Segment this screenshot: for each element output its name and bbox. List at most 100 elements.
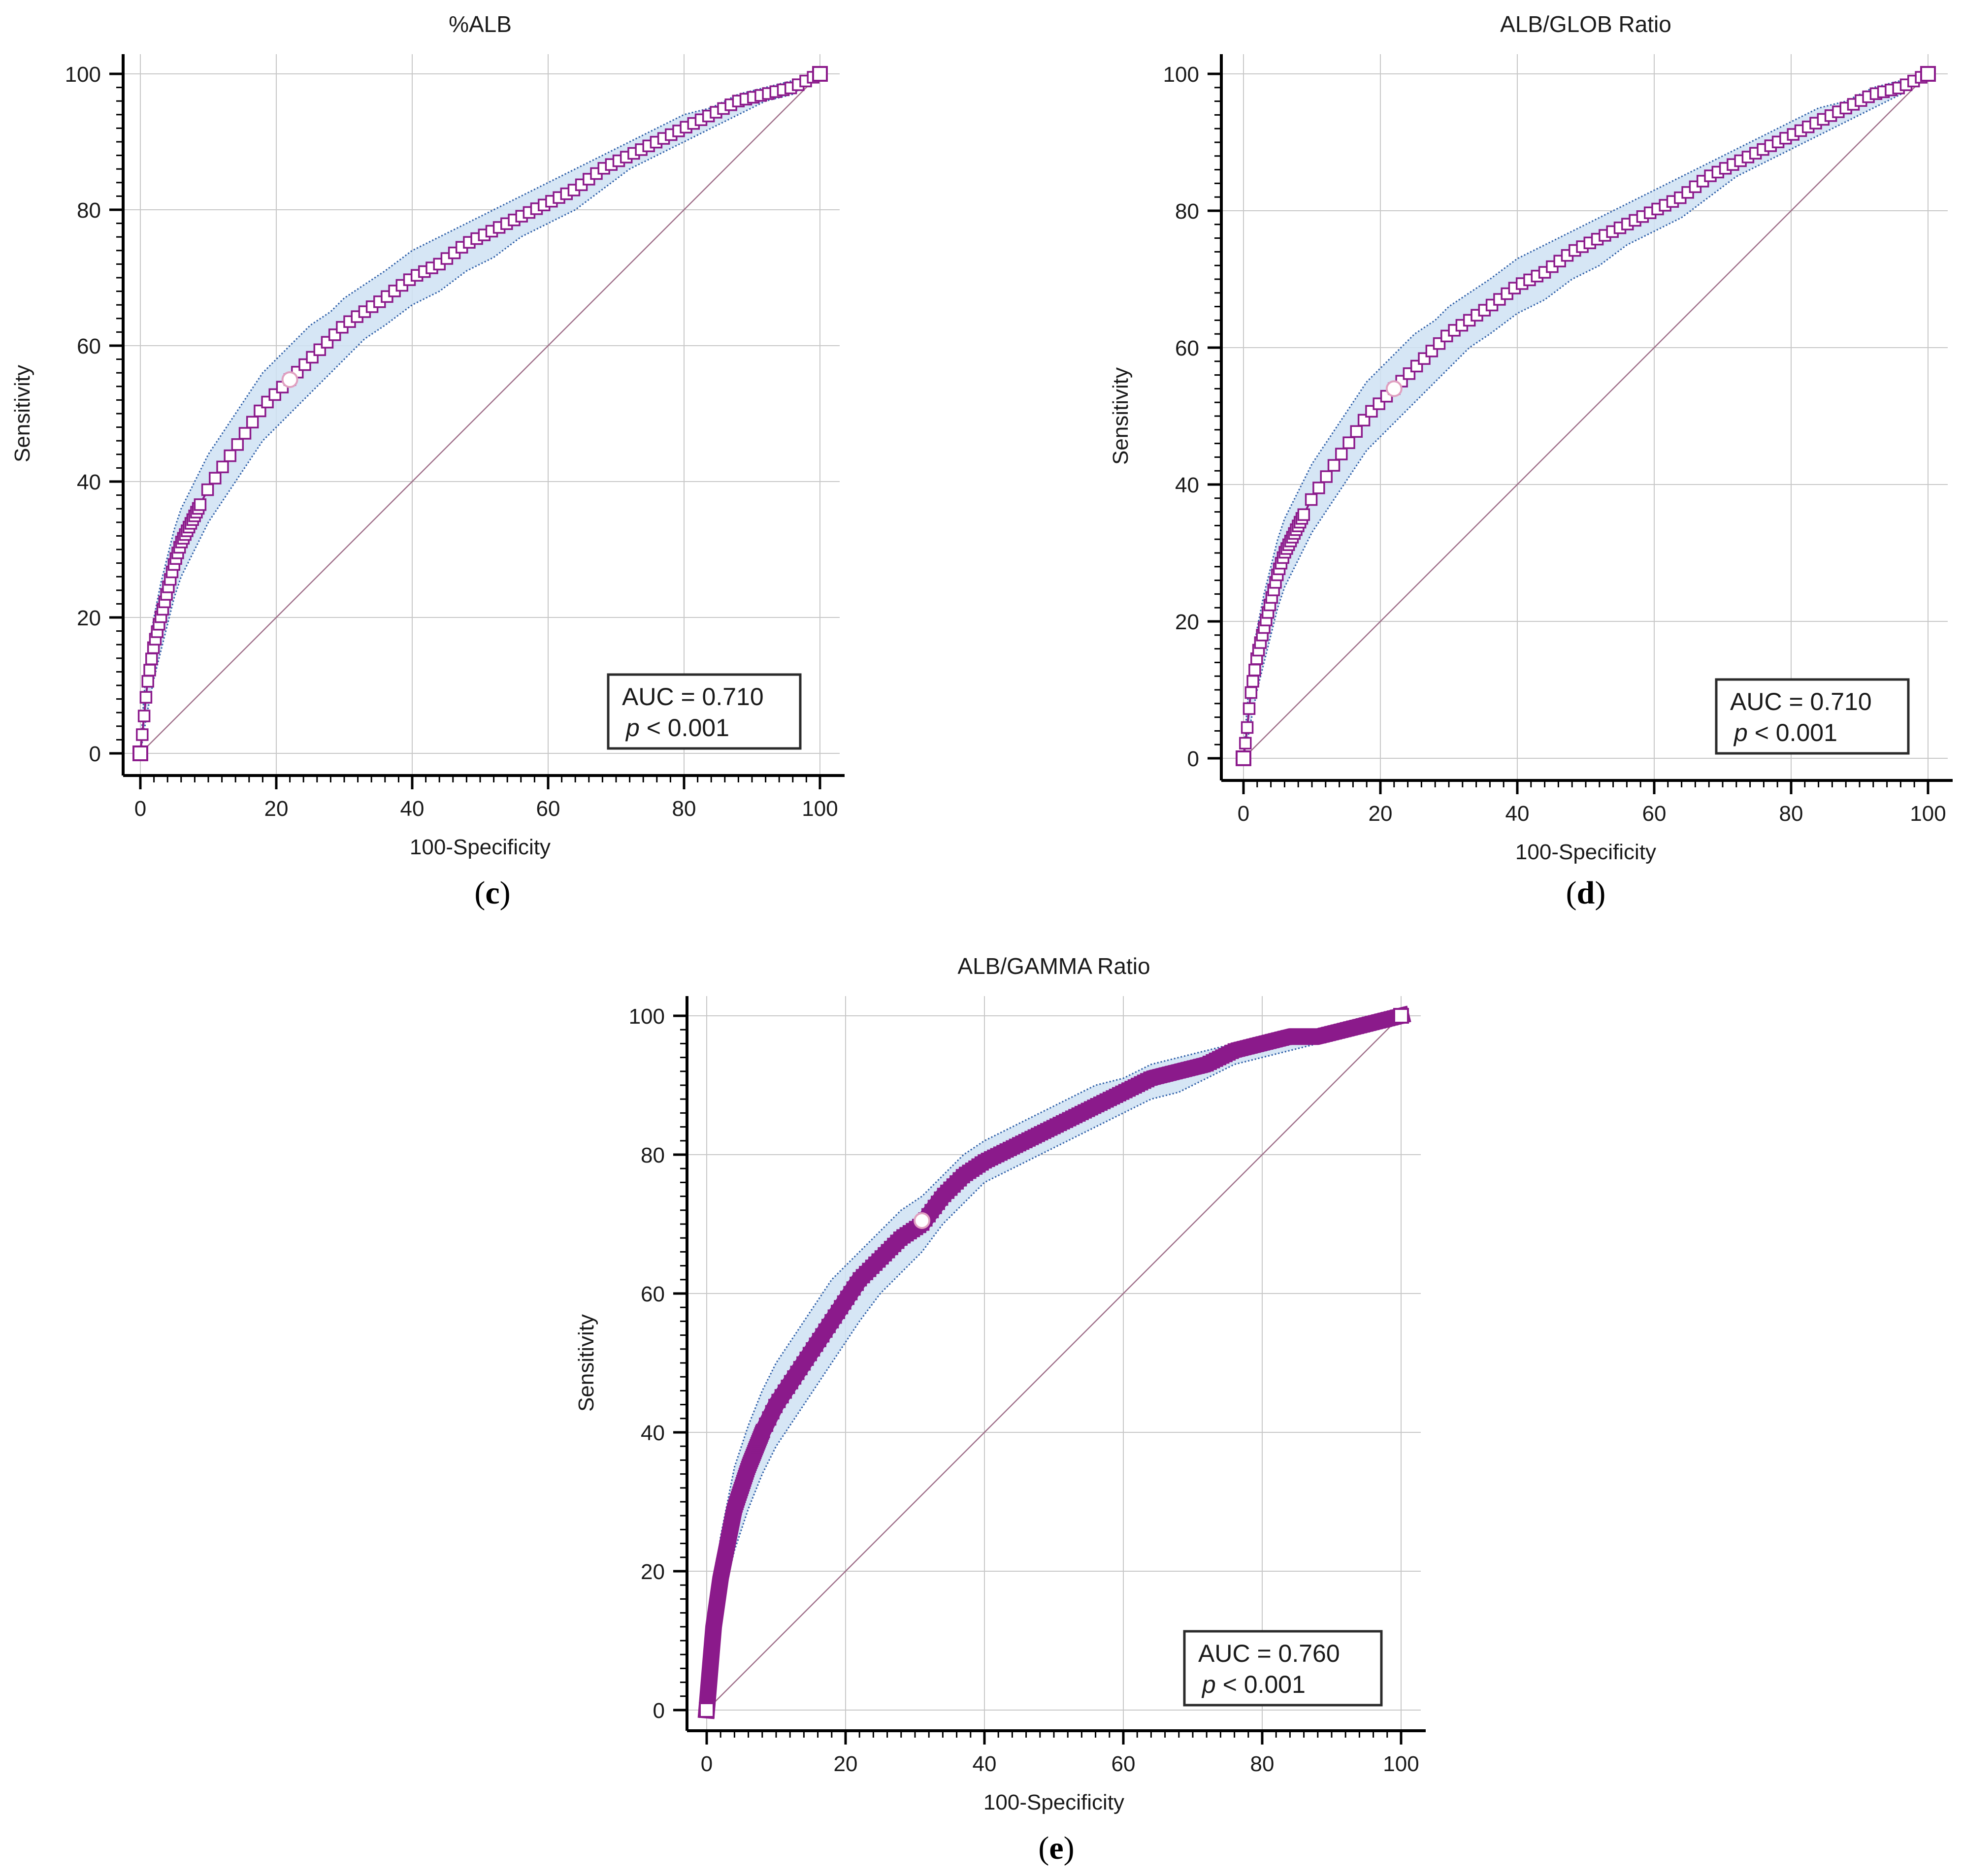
y-tick-label: 60 — [77, 334, 101, 358]
auc-annotation: AUC = 0.710 p < 0.001 — [607, 673, 802, 750]
p-symbol: p — [625, 714, 640, 742]
reference-diagonal — [706, 1015, 1402, 1711]
y-tick-label: 40 — [641, 1421, 665, 1445]
panel-paren-close: ) — [1064, 1830, 1075, 1866]
roc-endpoint — [812, 66, 828, 82]
panel-paren-close: ) — [500, 875, 511, 911]
roc-point — [1320, 470, 1333, 483]
roc-point — [1312, 482, 1325, 494]
roc-point — [1246, 675, 1259, 688]
x-axis-label: 100-Specificity — [410, 835, 551, 859]
y-tick-label: 20 — [641, 1560, 665, 1584]
panel-label-d: (d) — [1566, 875, 1606, 911]
optimal-cutoff — [1385, 380, 1403, 397]
p-symbol: p — [1201, 1671, 1216, 1698]
x-tick-label: 80 — [1250, 1752, 1275, 1776]
roc-point — [137, 710, 151, 722]
p-value: < 0.001 — [1216, 1671, 1306, 1698]
y-tick-label: 40 — [77, 470, 101, 494]
roc-point — [136, 728, 149, 741]
chart-title: ALB/GAMMA Ratio — [957, 953, 1150, 979]
roc-endpoint — [1236, 750, 1251, 766]
y-tick-label: 20 — [1175, 610, 1199, 634]
x-tick-label: 40 — [400, 797, 425, 821]
roc-point — [1342, 436, 1355, 449]
y-axis-label: Sensitivity — [1109, 367, 1133, 465]
x-tick-label: 60 — [536, 797, 560, 821]
x-tick-label: 20 — [264, 797, 289, 821]
cutoff-point — [914, 1212, 931, 1229]
panel-paren-open: ( — [1566, 875, 1577, 911]
auc-annotation-box — [1183, 1630, 1383, 1707]
roc-point — [1239, 737, 1252, 750]
auc-annotation: AUC = 0.710 p < 0.001 — [1715, 678, 1910, 755]
roc-point — [1297, 508, 1310, 521]
panel-letter: c — [485, 875, 499, 911]
roc-point — [1350, 425, 1363, 438]
diagonal-line — [1243, 73, 1929, 759]
roc-point — [143, 664, 156, 677]
reference-diagonal — [140, 73, 820, 754]
roc-curve — [132, 66, 828, 761]
x-tick-label: 100 — [1910, 802, 1946, 826]
optimal-cutoff — [914, 1212, 931, 1229]
y-tick-label: 20 — [77, 606, 101, 630]
p-value-text: p < 0.001 — [1201, 1671, 1306, 1698]
x-tick-label: 100 — [802, 797, 838, 821]
grid — [687, 996, 1421, 1731]
roc-point — [141, 675, 154, 688]
roc-curve — [1236, 66, 1936, 766]
x-tick-label: 0 — [701, 1752, 713, 1776]
chart-title: ALB/GLOB Ratio — [1500, 11, 1671, 37]
roc-endpoint — [1393, 1008, 1409, 1024]
ci-band-fill — [1243, 74, 1928, 758]
roc-point — [209, 472, 222, 485]
roc-point — [1241, 721, 1254, 734]
roc-point — [139, 691, 153, 704]
y-tick-label: 40 — [1175, 473, 1199, 497]
x-tick-label: 80 — [672, 797, 696, 821]
cutoff-point — [281, 371, 298, 388]
x-tick-label: 40 — [1505, 802, 1530, 826]
roc-point — [231, 438, 244, 451]
chart-panel-e: ALB/GAMMA Ratio 0 20 40 60 80 100 0 20 40 60 80 100… — [574, 953, 1426, 1866]
roc-point — [1248, 663, 1261, 677]
x-tick-label: 100 — [1383, 1752, 1419, 1776]
panel-paren-close: ) — [1595, 875, 1605, 911]
panel-paren-open: ( — [474, 875, 485, 911]
auc-annotation: AUC = 0.760 p < 0.001 — [1183, 1630, 1383, 1707]
x-tick-label: 20 — [1369, 802, 1393, 826]
chart-panel-d: ALB/GLOB Ratio 0 20 40 60 80 100020406080100 … — [1109, 11, 1953, 911]
roc-point — [145, 652, 158, 665]
optimal-cutoff — [281, 371, 298, 388]
x-axis-label: 100-Specificity — [983, 1790, 1124, 1814]
roc-point — [1327, 459, 1341, 472]
confidence-band — [1243, 73, 1929, 759]
roc-endpoint — [132, 745, 148, 761]
chart-title: %ALB — [449, 11, 512, 37]
y-tick-label: 0 — [653, 1699, 665, 1723]
roc-point — [246, 416, 259, 429]
p-value: < 0.001 — [640, 714, 729, 742]
x-tick-label: 60 — [1642, 802, 1667, 826]
auc-annotation-box — [1715, 678, 1910, 755]
x-axis-label: 100-Specificity — [1515, 840, 1656, 864]
roc-endpoint — [1920, 66, 1936, 82]
roc-point — [224, 449, 236, 462]
x-tick-label: 40 — [973, 1752, 997, 1776]
roc-endpoint — [699, 1702, 715, 1718]
panel-letter: d — [1577, 875, 1595, 911]
auc-text: AUC = 0.710 — [622, 683, 764, 711]
y-axis-label: Sensitivity — [10, 365, 34, 462]
p-value-text: p < 0.001 — [625, 714, 729, 742]
y-tick-label: 80 — [641, 1143, 665, 1167]
diagonal-line — [140, 73, 820, 754]
ticks: 0 20 40 60 80 100 0 20 40 60 80 100 — [1163, 63, 1946, 826]
panel-label-c: (c) — [474, 875, 510, 911]
ci-lower-line — [706, 1015, 1402, 1711]
y-tick-label: 60 — [641, 1282, 665, 1306]
ci-lower-line — [1243, 73, 1929, 759]
ci-lower-line — [139, 73, 820, 754]
p-symbol: p — [1733, 719, 1748, 746]
